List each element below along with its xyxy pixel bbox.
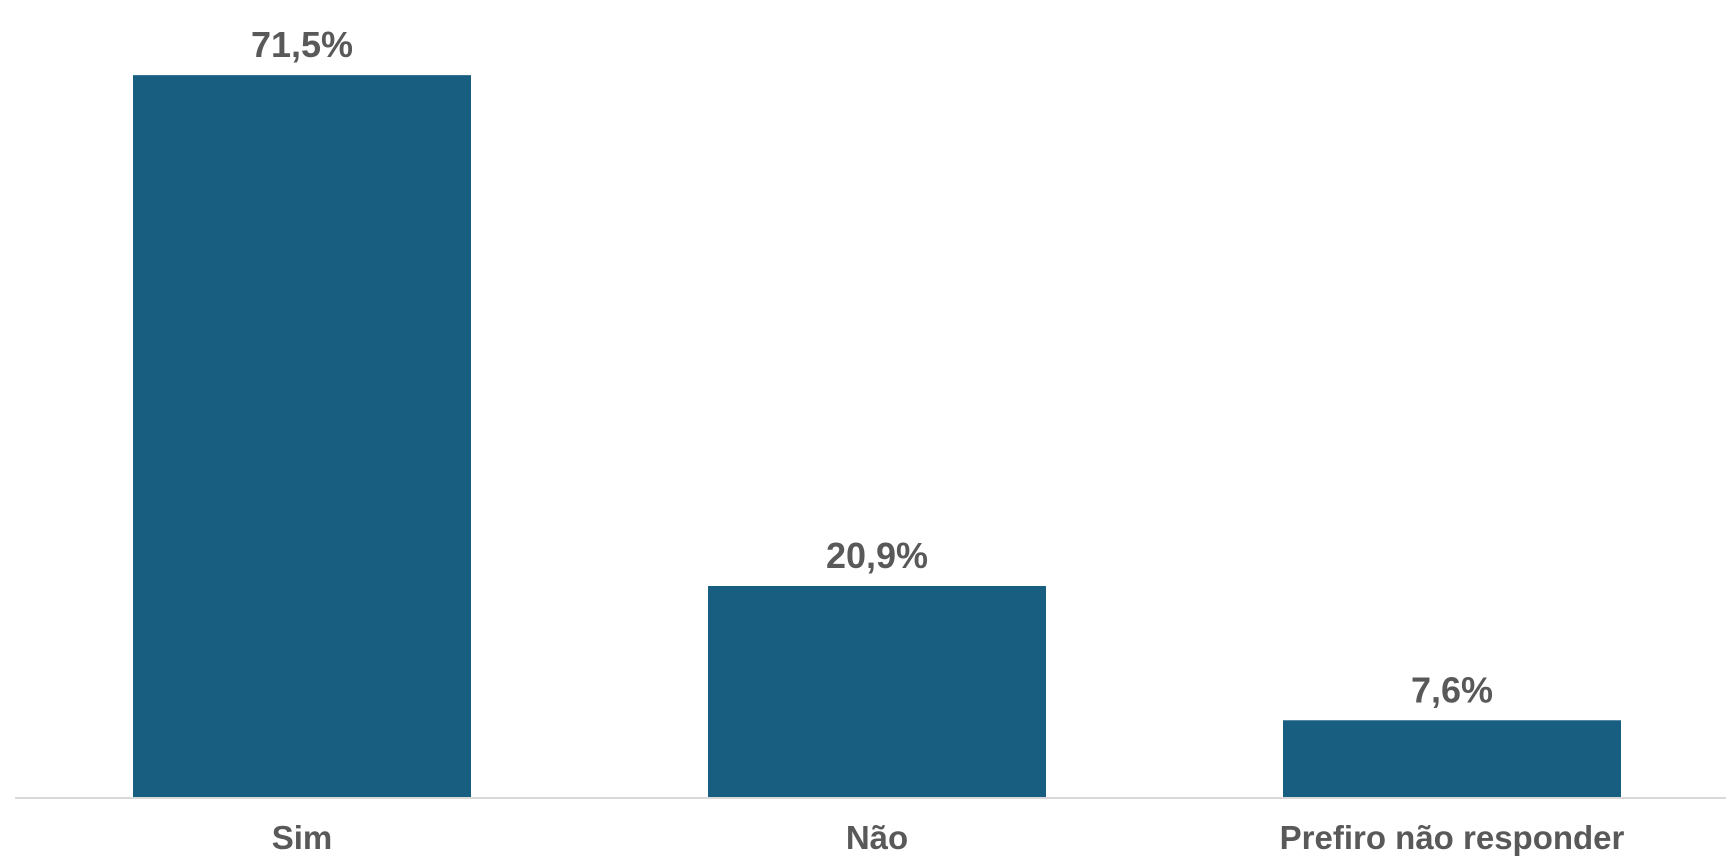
category-label-1: Sim [272,819,333,856]
bars-layer [133,75,1621,797]
data-labels-layer: 71,5% 20,9% 7,6% [251,24,1493,710]
bar-1 [133,75,471,797]
data-label-2: 20,9% [826,535,928,576]
bar-2 [708,585,1046,797]
data-label-3: 7,6% [1411,669,1493,710]
category-label-2: Não [846,819,908,856]
data-label-1: 71,5% [251,24,353,65]
category-label-3: Prefiro não responder [1280,819,1625,856]
bar-3 [1283,720,1621,797]
category-labels-layer: Sim Não Prefiro não responder [272,819,1625,856]
